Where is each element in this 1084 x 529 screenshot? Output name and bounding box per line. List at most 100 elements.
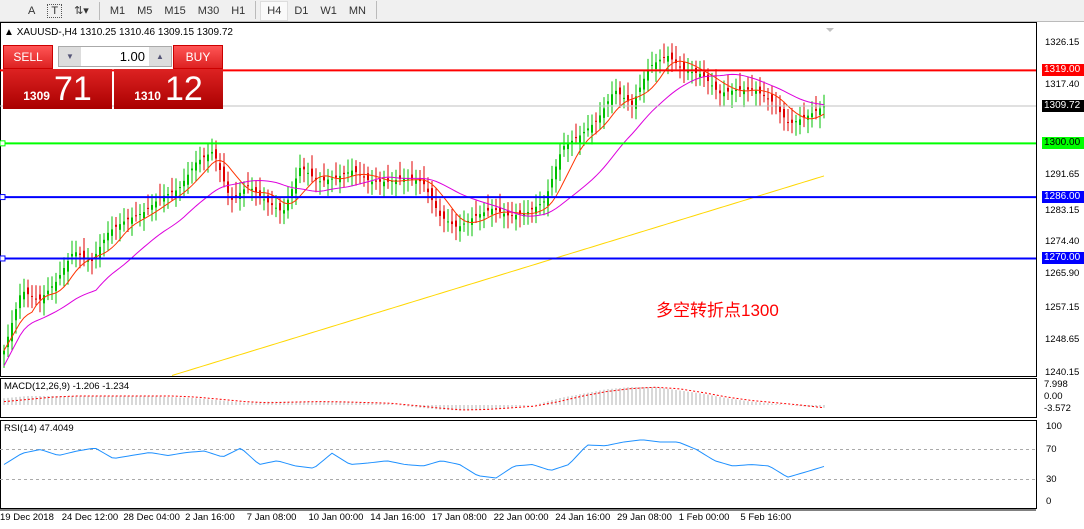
candle-body xyxy=(559,154,561,170)
candle-body xyxy=(767,98,769,100)
candle-body xyxy=(383,181,385,187)
candle-body xyxy=(39,294,41,300)
lot-size-input[interactable]: 1.00 xyxy=(119,49,145,64)
sell-price-big: 71 xyxy=(53,70,92,108)
time-tick-label: 5 Feb 16:00 xyxy=(740,512,792,523)
candle-body xyxy=(523,213,525,217)
price-chart[interactable] xyxy=(0,22,1084,529)
lot-decrease-icon[interactable]: ▼ xyxy=(59,47,81,66)
candle-body xyxy=(711,85,713,87)
candle-body xyxy=(235,195,237,197)
candle-body xyxy=(283,210,285,214)
candle-body xyxy=(255,187,257,193)
candle-body xyxy=(783,109,785,118)
candle-body xyxy=(643,78,645,90)
rsi-label: RSI(14) 47.4049 xyxy=(4,423,74,434)
lot-increase-icon[interactable]: ▲ xyxy=(149,47,171,66)
time-tick-label: 28 Dec 04:00 xyxy=(123,512,180,523)
time-tick-label: 14 Jan 16:00 xyxy=(370,512,426,523)
candle-body xyxy=(723,92,725,97)
candle-body xyxy=(187,174,189,185)
candle-body xyxy=(395,179,397,185)
candle-body xyxy=(363,176,365,178)
sell-button[interactable]: SELL xyxy=(3,45,53,69)
timeframe-m1[interactable]: M1 xyxy=(109,4,126,17)
candle-body xyxy=(19,295,21,309)
candle-body xyxy=(239,192,241,199)
text-label-tool-button[interactable]: T xyxy=(47,3,63,18)
time-tick-label: 24 Dec 12:00 xyxy=(61,512,119,523)
buy-button[interactable]: BUY xyxy=(173,45,223,69)
candle-body xyxy=(435,201,437,208)
sell-price-small: 1309 xyxy=(23,89,50,103)
lot-size-stepper[interactable]: ▼ 1.00 ▲ xyxy=(58,46,172,67)
macd-label: MACD(12,26,9) -1.206 -1.234 xyxy=(4,381,130,392)
candle-body xyxy=(35,298,37,300)
candle-body xyxy=(111,229,113,236)
candle-body xyxy=(303,166,305,170)
sell-price[interactable]: 1309 71 xyxy=(3,69,112,109)
candle-body xyxy=(819,108,821,115)
candle-body xyxy=(55,281,57,291)
one-click-trading-panel: SELL ▼ 1.00 ▲ BUY 1309 71 1310 12 xyxy=(3,45,223,109)
candle-body xyxy=(667,55,669,62)
timeframe-mn[interactable]: MN xyxy=(348,4,366,17)
candle-body xyxy=(107,232,109,241)
price-tick-label: 1240.15 xyxy=(1045,367,1080,378)
timeframe-d1[interactable]: D1 xyxy=(294,4,309,17)
candle-body xyxy=(151,205,153,210)
candle-body xyxy=(519,210,521,215)
candle-body xyxy=(735,89,737,92)
candle-body xyxy=(91,258,93,261)
candle-body xyxy=(247,185,249,187)
timeframe-h1[interactable]: H1 xyxy=(231,4,246,17)
candle-body xyxy=(407,178,409,180)
candle-body xyxy=(371,181,373,185)
level-price-tag: 1286.00 xyxy=(1042,191,1084,204)
candle-body xyxy=(267,195,269,203)
candle-body xyxy=(183,180,185,187)
candle-body xyxy=(275,207,277,209)
candle-body xyxy=(427,188,429,193)
arrows-tool-icon[interactable]: ⇅▾ xyxy=(74,5,89,17)
candle-body xyxy=(655,62,657,69)
candle-body xyxy=(75,252,77,257)
candle-body xyxy=(443,211,445,219)
rsi-line xyxy=(3,439,825,479)
timeframe-w1[interactable]: W1 xyxy=(320,4,337,17)
timeframe-h4[interactable]: H4 xyxy=(260,0,289,21)
candle-body xyxy=(811,113,813,118)
rsi-tick-label: 30 xyxy=(1046,473,1057,485)
timeframe-m30[interactable]: M30 xyxy=(197,4,220,17)
candle-body xyxy=(719,90,721,94)
candle-body xyxy=(743,89,745,95)
candle-body xyxy=(403,178,405,182)
candle-body xyxy=(703,72,705,77)
time-tick-label: 2 Jan 16:00 xyxy=(185,512,235,523)
candle-body xyxy=(587,128,589,131)
text-tool-button[interactable]: A xyxy=(28,4,36,17)
candle-body xyxy=(347,172,349,174)
candle-body xyxy=(103,239,105,244)
candle-body xyxy=(415,180,417,184)
candle-body xyxy=(135,215,137,217)
macd-tick-label: 7.998 xyxy=(1044,379,1068,390)
candle-body xyxy=(475,213,477,216)
candle-body xyxy=(223,166,225,182)
price-tick-label: 1248.65 xyxy=(1045,334,1080,346)
candle-body xyxy=(591,124,593,133)
candle-body xyxy=(327,179,329,185)
buy-price[interactable]: 1310 12 xyxy=(114,69,223,109)
timeframe-m15[interactable]: M15 xyxy=(164,4,186,17)
candle-body xyxy=(647,69,649,81)
timeframe-m5[interactable]: M5 xyxy=(137,4,153,17)
candle-body xyxy=(503,213,505,217)
candle-body xyxy=(59,275,61,279)
candle-body xyxy=(343,172,345,175)
candle-body xyxy=(31,295,33,297)
time-tick-label: 24 Jan 16:00 xyxy=(555,512,611,523)
candle-body xyxy=(459,226,461,232)
candle-body xyxy=(471,218,473,225)
macd-tick-label: 0.00 xyxy=(1044,391,1063,402)
candle-body xyxy=(399,175,401,180)
